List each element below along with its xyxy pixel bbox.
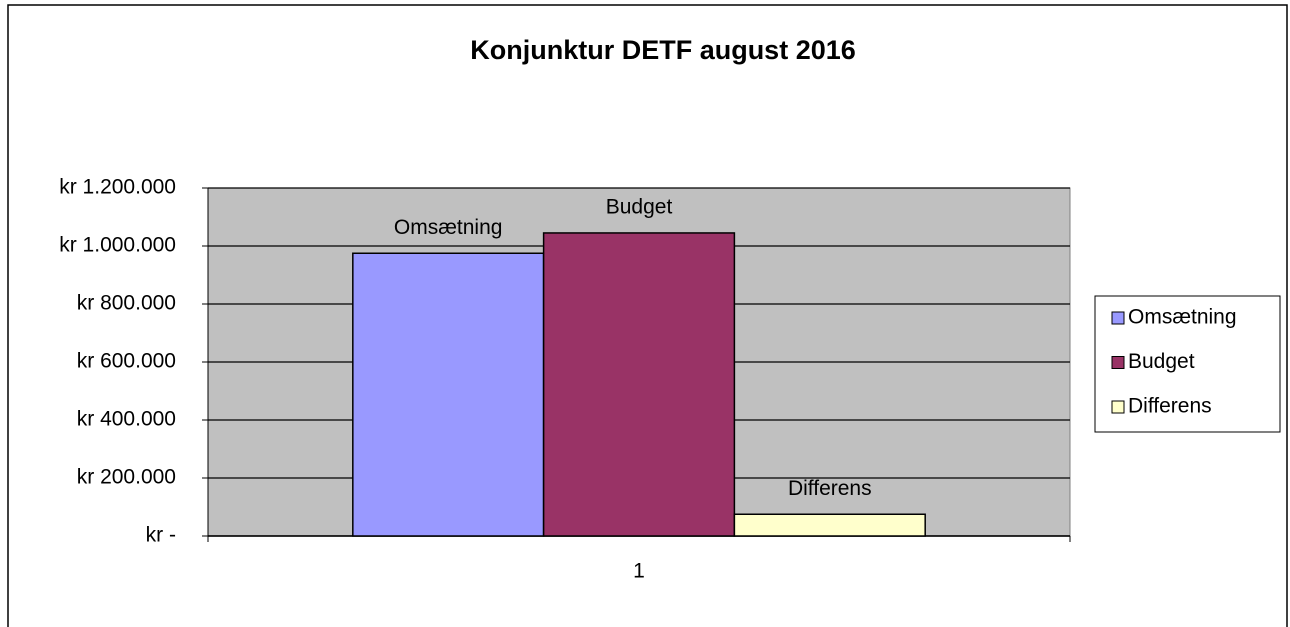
bar <box>542 232 736 537</box>
bar <box>733 513 926 537</box>
legend-swatch <box>1111 311 1125 325</box>
legend-swatch <box>1111 356 1125 369</box>
legend-label: Omsætning <box>1128 306 1237 329</box>
legend-label: Budget <box>1128 350 1195 373</box>
y-tick-label: kr 400.000 <box>77 408 176 431</box>
x-tick-label: 1 <box>633 560 645 583</box>
legend <box>1094 295 1281 433</box>
legend-swatch <box>1111 400 1125 414</box>
y-tick-label: kr 1.200.000 <box>59 176 176 199</box>
data-label: Differens <box>788 477 872 500</box>
y-tick-label: kr 600.000 <box>77 350 176 373</box>
bar <box>352 252 545 537</box>
y-tick-label: kr 200.000 <box>77 466 176 489</box>
y-tick-label: kr - <box>146 524 176 547</box>
y-tick-label: kr 1.000.000 <box>59 234 176 257</box>
chart-title: Konjunktur DETF august 2016 <box>470 35 856 65</box>
data-label: Omsætning <box>394 216 503 239</box>
y-tick-label: kr 800.000 <box>77 292 176 315</box>
legend-label: Differens <box>1128 395 1212 418</box>
data-label: Budget <box>606 195 673 218</box>
